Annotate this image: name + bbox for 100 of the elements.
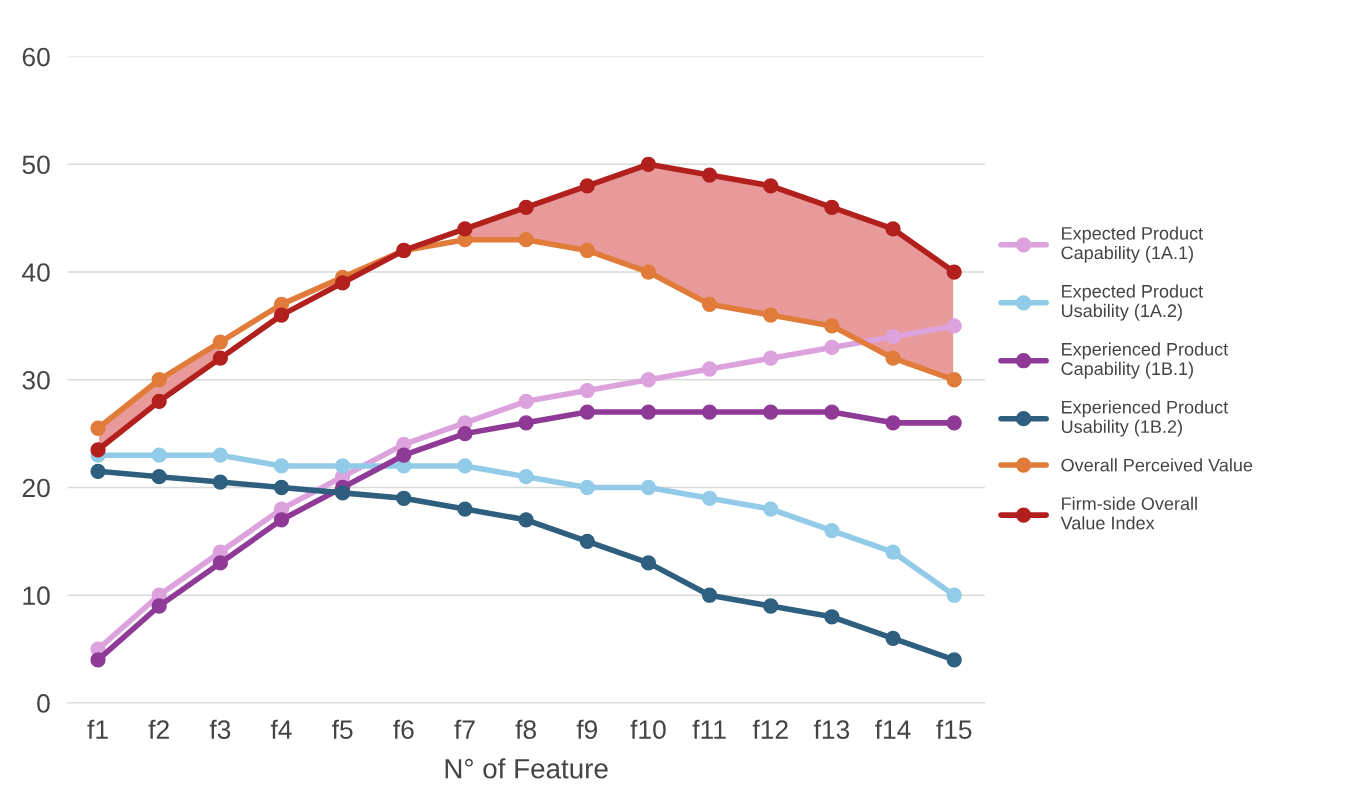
point — [90, 420, 106, 436]
point — [273, 479, 290, 496]
x-tick-label: f7 — [454, 719, 475, 739]
point — [701, 587, 718, 603]
point — [273, 512, 290, 528]
point — [518, 199, 534, 216]
point — [579, 479, 595, 496]
point — [640, 555, 657, 571]
point — [885, 544, 901, 560]
point — [640, 479, 657, 496]
legend-label: Expected Product Capability (1A.1) — [1061, 226, 1203, 263]
y-tick-label: 50 — [22, 155, 50, 175]
point — [946, 318, 962, 334]
point — [763, 598, 779, 614]
point — [212, 334, 228, 350]
x-tick-label: f4 — [270, 719, 292, 739]
point — [151, 447, 167, 463]
point — [457, 458, 473, 474]
point — [885, 415, 901, 431]
point — [396, 447, 412, 463]
x-tick-label: f8 — [515, 719, 536, 740]
point — [90, 442, 106, 458]
point — [151, 469, 167, 485]
point — [946, 372, 962, 388]
y-tick-label: 20 — [22, 478, 50, 498]
point — [335, 275, 351, 291]
point — [701, 490, 718, 506]
point — [335, 485, 351, 501]
point — [212, 447, 228, 463]
y-tick-label: 30 — [22, 370, 50, 390]
legend-label: Firm-side Overall Value Index — [1060, 496, 1197, 530]
point — [824, 522, 840, 539]
point — [90, 463, 106, 479]
point — [579, 404, 595, 420]
x-axis-title: N° of Feature — [445, 758, 608, 779]
point — [579, 178, 595, 194]
point — [518, 393, 534, 409]
point — [457, 501, 473, 517]
legend-label: Overall Perceived Value — [1061, 458, 1253, 472]
x-tick-label: f9 — [576, 719, 598, 740]
point — [824, 199, 840, 216]
point — [824, 609, 840, 625]
point — [701, 361, 718, 377]
point — [396, 490, 412, 506]
point — [946, 587, 962, 603]
point — [763, 178, 779, 194]
x-tick-label: f10 — [630, 719, 666, 740]
point — [885, 350, 901, 366]
x-tick-label: f15 — [936, 719, 972, 740]
point — [579, 533, 595, 549]
point — [640, 156, 657, 172]
point — [518, 415, 534, 431]
point — [701, 404, 718, 420]
point — [151, 372, 167, 388]
x-tick-label: f13 — [813, 719, 850, 740]
point — [763, 307, 779, 323]
point — [212, 350, 228, 366]
x-tick-label: f6 — [393, 719, 414, 740]
point — [518, 469, 534, 485]
point — [946, 264, 962, 280]
point — [640, 264, 657, 280]
x-tick-label: f14 — [875, 719, 911, 739]
point — [518, 512, 534, 528]
point — [640, 404, 657, 420]
x-tick-label: f1 — [87, 719, 108, 739]
point — [151, 393, 167, 409]
point — [457, 425, 473, 442]
point — [701, 167, 718, 183]
point — [946, 652, 962, 668]
point — [335, 458, 351, 474]
point — [763, 501, 779, 517]
x-tick-label: f12 — [752, 719, 788, 739]
x-tick-label: f5 — [332, 719, 353, 740]
point — [212, 474, 228, 490]
point — [885, 630, 901, 646]
point — [824, 404, 840, 420]
x-tick-label: f11 — [692, 719, 726, 739]
x-tick-label: f3 — [209, 719, 231, 740]
point — [824, 339, 840, 356]
legend-label: Experienced Product Usability (1B.2) — [1062, 400, 1229, 437]
legend-label: Expected Product Usability (1A.2) — [1062, 284, 1203, 321]
point — [640, 372, 657, 388]
point — [824, 318, 840, 334]
y-tick-label: 60 — [22, 47, 50, 67]
point — [518, 232, 534, 248]
point — [885, 329, 901, 345]
legend-label: Experienced Product Capability (1B.1) — [1061, 342, 1229, 379]
point — [885, 221, 901, 237]
y-tick-label: 0 — [37, 694, 50, 713]
point — [763, 404, 779, 420]
point — [457, 221, 473, 237]
y-tick-label: 10 — [23, 586, 50, 606]
point — [946, 415, 962, 431]
point — [212, 555, 228, 571]
point — [579, 382, 595, 399]
point — [701, 296, 718, 312]
point — [90, 652, 106, 668]
point — [273, 458, 290, 474]
point — [763, 350, 779, 366]
point — [273, 307, 290, 323]
